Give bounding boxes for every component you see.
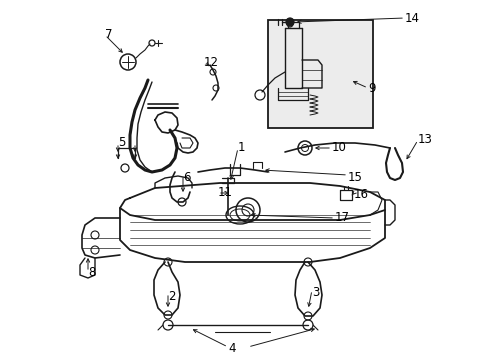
- Text: 1: 1: [238, 141, 245, 154]
- Text: 6: 6: [183, 171, 190, 184]
- Text: 12: 12: [203, 55, 219, 68]
- Text: 11: 11: [218, 186, 232, 199]
- Text: 14: 14: [404, 12, 419, 24]
- Text: 16: 16: [353, 189, 368, 202]
- Text: 15: 15: [347, 171, 362, 184]
- Text: 2: 2: [168, 289, 175, 302]
- Text: 10: 10: [331, 141, 346, 154]
- Text: 3: 3: [311, 287, 319, 300]
- Text: 7: 7: [105, 28, 112, 41]
- Bar: [267, 20, 372, 128]
- Text: 8: 8: [88, 265, 95, 279]
- Circle shape: [285, 18, 293, 26]
- Text: 9: 9: [367, 81, 375, 94]
- Text: 5: 5: [118, 136, 125, 149]
- Text: 13: 13: [417, 134, 432, 147]
- Text: 17: 17: [334, 211, 349, 225]
- Text: 4: 4: [227, 342, 235, 355]
